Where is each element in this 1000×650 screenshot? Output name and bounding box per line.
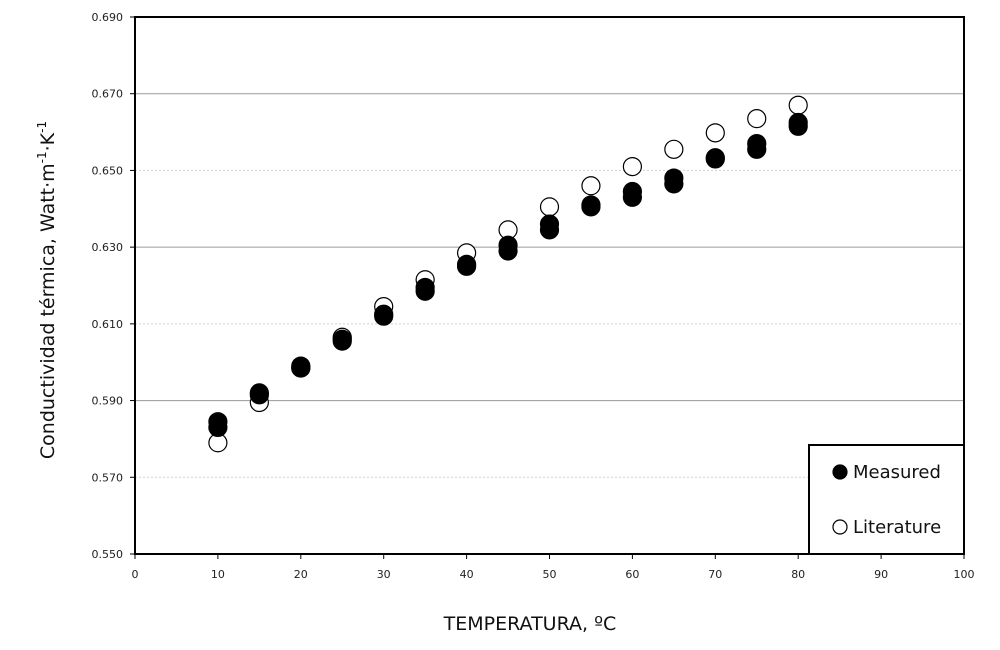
y-axis-title-sup2: -1: [35, 121, 49, 133]
legend-measured-marker: [832, 464, 848, 480]
measured-point: [498, 235, 518, 255]
literature-point: [622, 156, 643, 177]
literature-point: [664, 139, 684, 159]
measured-point: [788, 112, 808, 133]
measured-point: [208, 412, 228, 432]
literature-point: [747, 109, 767, 129]
y-axis-title-main: Conductividad térmica, Watt·m: [37, 163, 59, 459]
x-tick-label: 40: [460, 568, 474, 581]
measured-point: [291, 356, 311, 376]
y-axis-title-mid: ·K: [37, 132, 59, 151]
x-tick-label: 0: [132, 568, 139, 581]
measured-point: [374, 304, 394, 324]
x-tick-label: 20: [294, 568, 308, 581]
literature-point: [705, 123, 725, 143]
literature-point: [539, 197, 560, 217]
x-tick-label: 100: [954, 568, 975, 581]
data-points: [208, 95, 808, 453]
x-tick-labels: 0 10 20 30 40 50 60 70 80 90 100: [132, 554, 975, 581]
measured-point: [332, 329, 352, 349]
legend-box: [808, 444, 965, 555]
measured-point: [249, 383, 269, 403]
measured-point: [747, 133, 767, 154]
y-axis-title-sup1: -1: [35, 151, 49, 163]
literature-point: [581, 176, 601, 196]
y-tick-label: 0.550: [92, 548, 124, 561]
x-tick-label: 60: [625, 568, 639, 581]
legend-measured-label: Measured: [853, 462, 941, 483]
y-tick-label: 0.570: [92, 471, 124, 484]
x-axis-title: TEMPERATURA, ºC: [443, 613, 617, 635]
gridlines: [135, 93, 964, 478]
literature-point: [788, 95, 808, 115]
x-tick-label: 50: [543, 568, 557, 581]
y-tick-label: 0.690: [92, 11, 124, 24]
x-tick-label: 10: [211, 568, 225, 581]
x-tick-label: 90: [874, 568, 888, 581]
y-tick-labels: 0.550 0.570 0.590 0.610 0.630 0.650 0.670 0.690: [92, 11, 135, 561]
legend-literature-marker: [832, 519, 848, 535]
y-tick-label: 0.650: [92, 164, 124, 177]
measured-point: [664, 168, 684, 188]
plot-frame: [134, 16, 965, 555]
measured-point: [581, 195, 601, 215]
legend: Measured Literature: [808, 444, 965, 555]
measured-point: [705, 148, 725, 168]
legend-literature-label: Literature: [853, 517, 941, 538]
x-tick-label: 80: [791, 568, 805, 581]
x-tick-label: 70: [708, 568, 722, 581]
y-tick-label: 0.670: [92, 88, 124, 101]
y-tick-label: 0.630: [92, 241, 124, 254]
measured-point: [539, 214, 560, 234]
y-axis-title: Conductividad térmica, Watt·m-1·K-1: [35, 121, 59, 459]
measured-point: [457, 254, 477, 275]
y-tick-label: 0.610: [92, 318, 124, 331]
y-tick-label: 0.590: [92, 395, 124, 408]
measured-point: [415, 277, 435, 298]
x-tick-label: 30: [377, 568, 391, 581]
measured-point: [622, 181, 643, 202]
